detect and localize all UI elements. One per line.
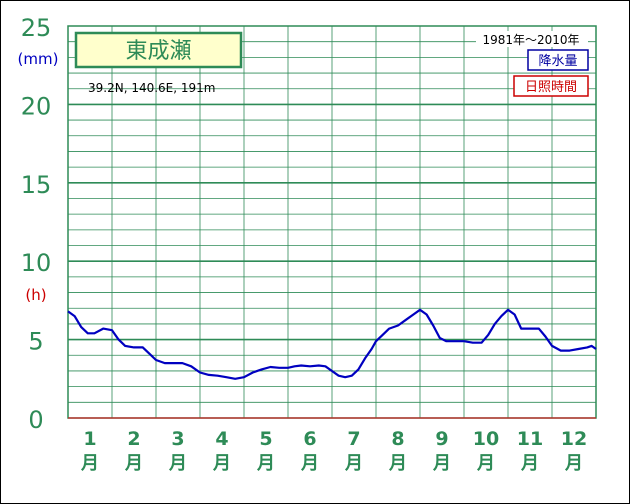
month-unit: 月 [344,453,363,474]
period-label: 1981年〜2010年 [482,33,579,47]
month-number: 9 [435,428,448,450]
month-number: 6 [303,428,316,450]
month-unit: 月 [564,453,583,474]
series-line [67,308,597,380]
month-number: 4 [215,428,228,450]
legend-precipitation: 降水量 [538,54,577,69]
chart-title: 東成瀬 [125,39,191,64]
legend-precipitation-box [527,49,589,71]
y-tick-label: 20 [21,92,52,120]
y-tick-label: 5 [28,328,43,356]
month-number: 2 [127,428,140,450]
month-unit: 月 [388,453,407,474]
title-box [74,31,243,69]
month-unit: 月 [80,453,99,474]
legend-sunshine-box [513,75,589,97]
month-unit: 月 [432,453,451,474]
station-location: 39.2N, 140.6E, 191m [88,81,215,95]
x-tick-labels: 1 月 2 月 3 月 4 月 5 月 6 月 7 月 8 月 9 月 10 月 11 月 12 月 [80,428,587,474]
y-tick-labels: 0 5 10 15 20 25 [21,14,52,434]
left-unit-top: (mm) [18,50,59,68]
month-number: 5 [259,428,272,450]
y-tick-label: 25 [21,14,52,42]
legend-sunshine: 日照時間 [525,80,577,95]
month-unit: 月 [520,453,539,474]
month-number: 1 [83,428,96,450]
period-background [476,31,588,47]
month-unit: 月 [300,453,319,474]
y-tick-label: 0 [28,406,43,434]
month-unit: 月 [256,453,275,474]
month-number: 12 [561,428,587,450]
month-number: 8 [391,428,404,450]
month-unit: 月 [168,453,187,474]
month-unit: 月 [124,453,143,474]
y-tick-label: 10 [21,249,52,277]
month-number: 11 [517,428,543,450]
left-unit-mid: (h) [25,286,46,304]
month-unit: 月 [476,453,495,474]
month-unit: 月 [212,453,231,474]
month-number: 3 [171,428,184,450]
month-number: 10 [473,428,499,450]
y-tick-label: 15 [21,171,52,199]
month-number: 7 [347,428,360,450]
